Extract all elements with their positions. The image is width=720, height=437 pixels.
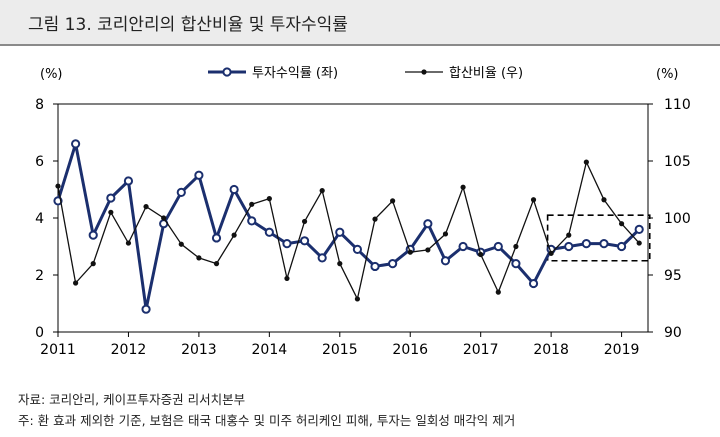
investment-return-point bbox=[370, 261, 380, 272]
investment-return-point bbox=[581, 239, 591, 249]
combined-ratio-point bbox=[266, 196, 272, 202]
combined-ratio-point bbox=[460, 184, 466, 190]
combined-ratio-point bbox=[478, 251, 484, 258]
combined-ratio-point bbox=[249, 201, 255, 207]
right-axis-tick-label: 90 bbox=[664, 325, 682, 341]
combined-ratio-point bbox=[143, 204, 149, 210]
investment-return-point bbox=[458, 241, 468, 252]
source-note: 자료: 코리안리, 케이프투자증권 리서치본부 bbox=[18, 392, 246, 407]
investment-return-point bbox=[176, 187, 186, 197]
footnote: 주: 환 효과 제외한 기준, 보험은 태국 대홍수 및 미주 허리케인 피해,… bbox=[18, 413, 516, 428]
combined-ratio-point bbox=[548, 250, 554, 256]
combined-ratio-point bbox=[495, 289, 501, 295]
investment-return-point bbox=[247, 216, 257, 226]
combined-ratio-point bbox=[425, 247, 431, 253]
combined-ratio-point bbox=[442, 231, 449, 237]
x-axis-tick-label: 2011 bbox=[40, 342, 76, 358]
legend-investment-marker bbox=[222, 67, 232, 77]
investment-return-point bbox=[388, 259, 398, 269]
combined-ratio-point bbox=[636, 240, 642, 246]
investment-return-point bbox=[564, 241, 574, 252]
combined-ratio-point bbox=[213, 261, 220, 267]
x-axis-tick-label: 2015 bbox=[322, 342, 358, 358]
investment-return-point bbox=[71, 139, 81, 149]
investment-return-point bbox=[440, 256, 451, 266]
combined-ratio-point bbox=[196, 255, 202, 261]
investment-return-point bbox=[211, 233, 222, 243]
investment-return-point bbox=[106, 193, 116, 203]
highlight-box bbox=[546, 214, 651, 262]
right-axis-tick-label: 105 bbox=[664, 154, 691, 170]
combined-ratio-point bbox=[601, 197, 607, 203]
investment-return-point bbox=[229, 184, 239, 195]
combined-ratio-point bbox=[90, 261, 96, 267]
investment-return-point bbox=[528, 278, 539, 289]
investment-return-point bbox=[423, 219, 433, 229]
x-axis-tick-label: 2017 bbox=[463, 342, 499, 358]
combined-ratio-point bbox=[390, 198, 396, 204]
investment-return-point bbox=[599, 239, 609, 249]
combined-ratio-point bbox=[354, 296, 361, 302]
left-axis-tick-label: 4 bbox=[35, 211, 44, 227]
right-axis-tick-label: 110 bbox=[664, 97, 691, 113]
left-axis-unit: (%) bbox=[40, 67, 63, 82]
combined-ratio-point bbox=[566, 232, 572, 238]
investment-return-point bbox=[141, 304, 151, 314]
investment-return-point bbox=[511, 259, 521, 269]
left-axis-tick-label: 6 bbox=[35, 154, 44, 170]
combined-ratio-point bbox=[73, 280, 79, 286]
combined-ratio-line bbox=[57, 161, 640, 300]
investment-return-point bbox=[634, 224, 644, 234]
combined-ratio-point bbox=[108, 209, 114, 215]
legend-combined-marker bbox=[421, 69, 427, 75]
left-axis-tick-label: 8 bbox=[35, 97, 44, 113]
x-axis-tick-label: 2019 bbox=[604, 342, 640, 358]
investment-return-point bbox=[493, 241, 503, 252]
left-axis-tick-label: 2 bbox=[35, 268, 44, 284]
investment-return-point bbox=[335, 227, 345, 237]
combined-ratio-point bbox=[284, 275, 290, 282]
investment-return-point bbox=[123, 176, 134, 186]
investment-return-point bbox=[616, 241, 627, 252]
x-axis-tick-label: 2012 bbox=[111, 342, 147, 358]
title-bar: 그림 13. 코리안리의 합산비율 및 투자수익률 bbox=[0, 0, 720, 46]
investment-return-line bbox=[56, 142, 641, 311]
investment-return-point bbox=[352, 244, 363, 254]
legend-investment-label: 투자수익률 (좌) bbox=[252, 66, 338, 81]
left-axis-tick-label: 0 bbox=[35, 325, 44, 341]
legend-combined-label: 합산비율 (우) bbox=[449, 66, 523, 81]
combined-ratio-point bbox=[407, 249, 413, 255]
x-axis-tick-label: 2018 bbox=[533, 342, 569, 358]
combined-ratio-point bbox=[618, 221, 625, 227]
investment-return-point bbox=[317, 253, 327, 263]
combined-ratio-point bbox=[231, 232, 237, 238]
combined-ratio-point bbox=[372, 216, 378, 222]
figure-title: 그림 13. 코리안리의 합산비율 및 투자수익률 bbox=[28, 15, 348, 35]
combined-ratio-point bbox=[583, 159, 589, 165]
x-axis-tick-label: 2013 bbox=[181, 342, 217, 358]
plot-frame bbox=[57, 103, 649, 333]
x-axis-tick-label: 2014 bbox=[252, 342, 288, 358]
right-axis-unit: (%) bbox=[656, 67, 679, 82]
combined-ratio-point bbox=[161, 215, 167, 221]
investment-return-point bbox=[299, 236, 310, 246]
investment-return-point bbox=[88, 230, 98, 240]
combined-ratio-point bbox=[125, 240, 132, 246]
combined-ratio-point bbox=[301, 218, 308, 225]
right-axis-tick-label: 100 bbox=[664, 211, 691, 227]
combined-ratio-point bbox=[55, 183, 61, 189]
combined-ratio-point bbox=[530, 197, 537, 203]
investment-return-point bbox=[194, 170, 204, 180]
combined-ratio-point bbox=[178, 241, 184, 247]
investment-return-point bbox=[264, 227, 274, 237]
combined-ratio-point bbox=[319, 188, 325, 194]
combined-ratio-point bbox=[513, 243, 519, 250]
right-axis-tick-label: 95 bbox=[664, 268, 682, 284]
combined-ratio-point bbox=[337, 261, 343, 267]
x-axis-tick-label: 2016 bbox=[392, 342, 428, 358]
investment-return-point bbox=[282, 239, 292, 249]
